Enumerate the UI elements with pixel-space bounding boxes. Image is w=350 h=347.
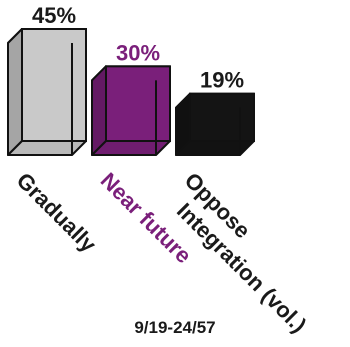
bar-bottom-face: [7, 140, 87, 156]
data-label-gradually: 45%: [32, 3, 76, 28]
bar-back-face: [189, 92, 255, 142]
bar-side-face: [7, 28, 23, 156]
category-label-line: Gradually: [12, 168, 102, 258]
bars-group: [7, 28, 255, 156]
data-label-near-future: 30%: [116, 40, 160, 65]
bar-back-face: [21, 28, 87, 142]
bar-near-future: [91, 65, 171, 156]
category-label-gradually: Gradually: [12, 168, 102, 258]
data-label-oppose-integration-vol: 19%: [200, 68, 244, 93]
bar-oppose-integration-vol: [175, 92, 255, 156]
chart-date-footnote: 9/19-24/57: [134, 318, 215, 337]
bar-bottom-face: [91, 140, 171, 156]
bar-gradually: [7, 28, 87, 156]
bar-bottom-face: [175, 140, 255, 156]
bar-back-face: [105, 65, 171, 142]
